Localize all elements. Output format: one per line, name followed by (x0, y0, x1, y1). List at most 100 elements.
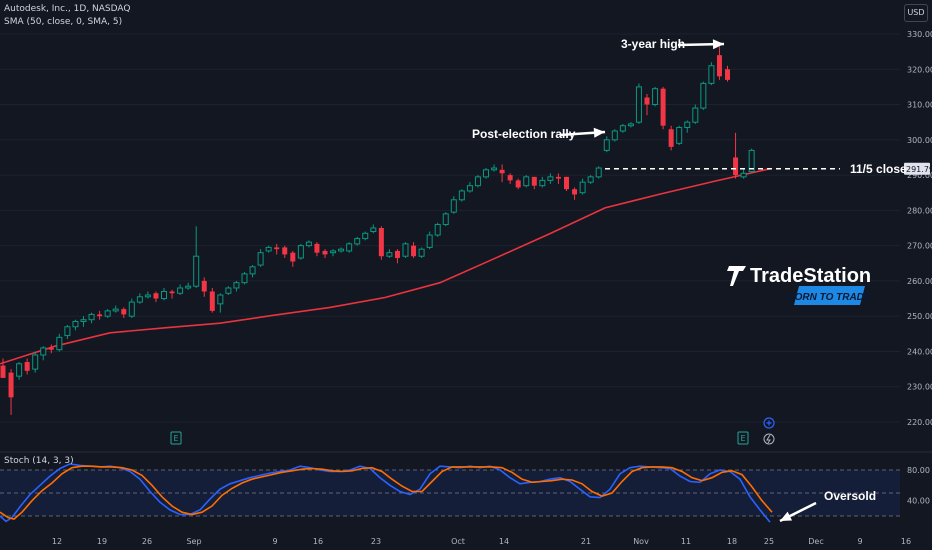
candle-body-down (314, 243, 320, 253)
candle-body-up (144, 294, 151, 298)
candle (531, 176, 537, 190)
candle-body-down (274, 247, 280, 250)
candle-body-up (627, 123, 634, 127)
candle-body-up (595, 167, 602, 178)
candle-body-down (169, 291, 175, 294)
candle (499, 164, 505, 183)
candle (603, 136, 610, 153)
candle-body-down (555, 176, 561, 179)
dividend-icon[interactable] (763, 417, 775, 445)
candle (660, 86, 666, 130)
candle (80, 316, 87, 327)
candle-body-up (652, 88, 659, 106)
time-axis[interactable]: 12 19 26 Sep 9 16 23 Oct 14 21 Nov 11 18 25 Dec 9 16 (52, 537, 911, 546)
candle (217, 293, 224, 313)
candle (434, 222, 441, 237)
earnings-e-icon[interactable]: E (737, 431, 749, 445)
candle (716, 46, 722, 80)
candle (700, 81, 707, 110)
candle-body-up (748, 149, 755, 173)
time-tick-label: Sep (186, 537, 201, 546)
candle (193, 226, 200, 288)
time-tick-label: 9 (857, 537, 862, 546)
currency-button[interactable]: USD (904, 4, 928, 22)
candle-body-up (185, 285, 192, 289)
candle (692, 104, 699, 124)
candle (539, 176, 546, 188)
candle (88, 312, 95, 324)
candle (32, 351, 39, 373)
candle (748, 148, 755, 174)
price-axis[interactable]: 220.00 230.00 240.00 250.00 260.00 270.00 280.… (904, 30, 932, 427)
candle (169, 289, 175, 299)
candle-body-down (48, 347, 54, 350)
candle (394, 249, 400, 264)
candle-body-down (8, 372, 14, 398)
candle-body-up (611, 130, 618, 141)
candle-body-up (104, 310, 111, 317)
candle (362, 231, 369, 241)
candle (595, 166, 602, 179)
candle-body-up (330, 250, 337, 254)
price-tick-label: 310.00 (907, 101, 932, 110)
time-tick-label: 16 (313, 537, 323, 546)
time-tick-label: 26 (142, 537, 152, 546)
candle (225, 286, 232, 296)
candle-body-up (177, 287, 184, 294)
candle (483, 168, 489, 179)
candle-body-up (539, 179, 546, 187)
candle-body-down (572, 189, 578, 195)
last-price-value: 291.79 (906, 165, 932, 174)
price-tick-label: 230.00 (907, 383, 932, 392)
candle-body-down (121, 309, 127, 315)
candle-body-down (499, 169, 505, 174)
price-tick-label: 280.00 (907, 206, 932, 215)
lightning-icon (766, 434, 771, 444)
candle-body-up (402, 243, 409, 257)
candle (257, 249, 264, 267)
sma-legend[interactable]: SMA (50, close, 0, SMA, 5) (4, 17, 123, 27)
candle (136, 293, 143, 304)
candle (474, 175, 481, 188)
candle (290, 250, 296, 267)
candle (282, 245, 288, 258)
candle-body-up (88, 313, 95, 321)
candle-body-up (161, 290, 167, 300)
candle-body-up (474, 176, 481, 187)
candle (458, 189, 465, 202)
tagline-banner (794, 286, 865, 305)
candle (338, 247, 345, 253)
time-tick-label: 25 (764, 537, 774, 546)
candle-body-down (322, 250, 328, 255)
price-tick-label: 290.00 (907, 171, 932, 180)
candle-body-up (305, 241, 312, 247)
candle (579, 178, 586, 195)
price-tick-label: 260.00 (907, 277, 932, 286)
candle-body-down (290, 252, 296, 262)
arrow-head (712, 39, 724, 50)
candle-body-down (24, 362, 30, 371)
candle (370, 224, 377, 234)
symbol-title[interactable]: Autodesk, Inc., 1D, NASDAQ (4, 4, 131, 14)
price-tick-label: 270.00 (907, 242, 932, 251)
candle (48, 344, 54, 354)
candle (297, 243, 304, 260)
time-tick-label: 16 (901, 537, 911, 546)
candle-body-down (0, 365, 6, 378)
candle (274, 243, 280, 255)
candle (378, 226, 384, 260)
candle (708, 62, 715, 86)
tradestation-logo-name: TradeStation (750, 265, 871, 287)
candle (322, 249, 328, 258)
gridlines (0, 33, 900, 423)
earnings-e-icon[interactable]: E (170, 431, 182, 445)
candle-body-down (282, 247, 288, 255)
candle-body-up (434, 223, 441, 236)
candle-body-down (97, 314, 103, 317)
price-tick-label: 240.00 (907, 347, 932, 356)
stoch-legend[interactable]: Stoch (14, 3, 3) (4, 456, 74, 466)
stoch-tick-label: 80.00 (907, 466, 930, 475)
candles-layer (0, 46, 755, 415)
candle (466, 182, 473, 193)
